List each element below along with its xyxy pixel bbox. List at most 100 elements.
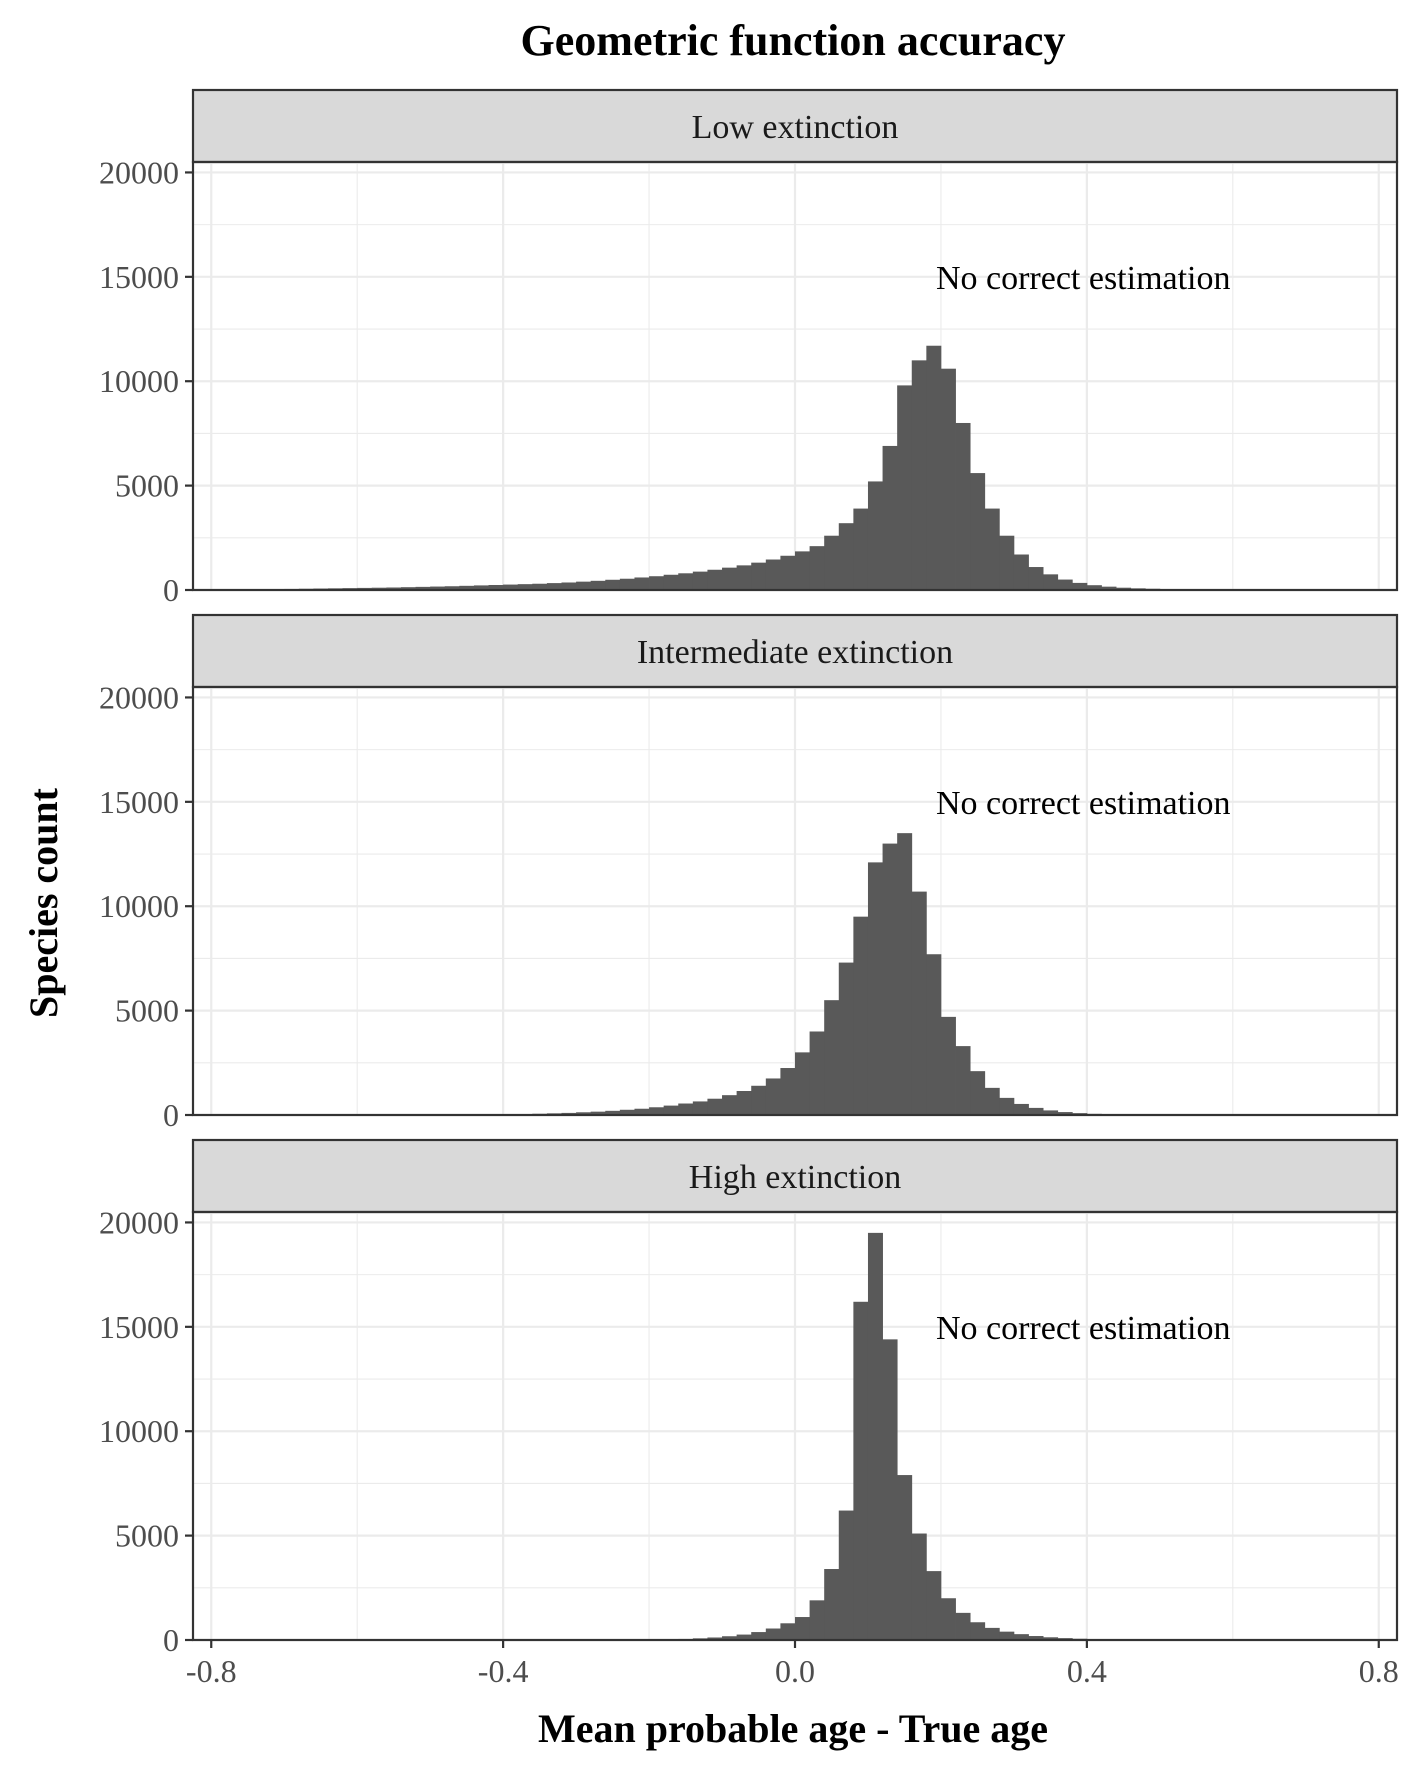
histogram-bar [984, 1087, 1000, 1115]
facet-strip-label: Low extinction [692, 109, 899, 146]
y-tick-label: 20000 [99, 1204, 179, 1240]
histogram-bar [999, 1097, 1015, 1115]
y-tick-label: 15000 [99, 784, 179, 820]
facet-panel: Low extinction No correct estimation 0 5000… [99, 88, 1399, 608]
y-tick-label: 10000 [99, 363, 179, 399]
histogram-bar [619, 578, 635, 590]
histogram-bar [649, 576, 665, 590]
histogram-bar [780, 1623, 796, 1640]
histogram-bar [984, 508, 1000, 590]
histogram-bar [970, 1622, 986, 1640]
histogram-bar [576, 1112, 592, 1115]
histogram-bar [970, 473, 986, 590]
histogram-bar [824, 1000, 840, 1115]
histogram-bar [576, 581, 592, 590]
histogram-bar [853, 508, 869, 590]
histogram-bar [444, 586, 460, 590]
histogram-bar [546, 583, 562, 590]
histogram-bar [619, 1109, 635, 1115]
histogram-bar [853, 916, 869, 1115]
histogram-bar [517, 584, 533, 590]
histogram-bar [590, 580, 606, 590]
histogram-bar [926, 954, 942, 1115]
histogram-bar [663, 1105, 679, 1115]
histogram-bar [1101, 586, 1117, 590]
histogram-bar [722, 1636, 738, 1640]
histogram-bar [765, 559, 781, 590]
histogram-bar [882, 1339, 898, 1640]
histogram-bar [780, 1068, 796, 1115]
histogram-bar [1028, 567, 1044, 590]
histogram-bar [897, 385, 913, 590]
x-tick-label: 0.0 [775, 1653, 815, 1689]
histogram-bar [1028, 1636, 1044, 1640]
histogram-bar [736, 1090, 752, 1115]
histogram-bar [503, 584, 519, 590]
histogram-bar [722, 1095, 738, 1115]
histogram-bar [1086, 585, 1102, 590]
histogram-bar [1043, 574, 1059, 590]
histogram-bar [415, 586, 431, 590]
histogram-bar [940, 368, 956, 590]
histogram-bar [561, 582, 577, 590]
histogram-bar [1072, 582, 1088, 590]
histogram-bar [970, 1071, 986, 1115]
histogram-bar [882, 445, 898, 590]
histogram-bar [400, 587, 416, 590]
histogram-bar [430, 586, 446, 590]
histogram-bar [838, 1510, 854, 1640]
y-tick-label: 0 [163, 572, 179, 608]
y-tick-label: 0 [163, 1622, 179, 1658]
histogram-bar [678, 573, 694, 590]
histogram-bar [1028, 1107, 1044, 1115]
histogram-bar [736, 565, 752, 590]
histogram-bar [1057, 579, 1073, 590]
x-tick-label: 0.4 [1067, 1653, 1107, 1689]
histogram-bar [634, 577, 650, 590]
histogram-bar [911, 891, 927, 1115]
panel-border [191, 160, 1399, 592]
y-tick-label: 15000 [99, 1309, 179, 1345]
x-tick-label: -0.4 [478, 1653, 529, 1689]
histogram-bar [999, 1631, 1015, 1640]
histogram-bar [882, 843, 898, 1115]
facet-panel: High extinction No correct estimation 0 500… [99, 1138, 1399, 1689]
facet-strip [191, 88, 1399, 164]
histogram-bar [1013, 1103, 1029, 1115]
facet-panels: Low extinction No correct estimation 0 5000… [99, 88, 1399, 1689]
histogram-bar [940, 1598, 956, 1640]
histogram-bar [809, 1031, 825, 1115]
panel-annotation: No correct estimation [936, 785, 1231, 822]
histogram-bar [751, 562, 767, 590]
histogram-bar [707, 569, 723, 590]
y-tick-label: 10000 [99, 888, 179, 924]
histogram-bar [897, 1475, 913, 1640]
histogram-bar [911, 360, 927, 590]
histogram-bar [1116, 587, 1132, 590]
histogram-bar [926, 1571, 942, 1640]
histogram-bar [911, 1533, 927, 1640]
histogram-bar [692, 1101, 708, 1115]
panel-border [191, 685, 1399, 1117]
x-tick-label: 0.8 [1359, 1653, 1399, 1689]
histogram-bar [926, 345, 942, 590]
histogram-bar [940, 1016, 956, 1115]
histogram-bar [1043, 1637, 1059, 1640]
y-tick-label: 20000 [99, 679, 179, 715]
histogram-bar [473, 585, 489, 590]
histogram-bar [765, 1628, 781, 1640]
facet-strip-label: High extinction [689, 1159, 901, 1196]
panel-annotation: No correct estimation [936, 260, 1231, 297]
histogram-bar [751, 1085, 767, 1115]
histogram-bar [707, 1637, 723, 1640]
histogram-bar [692, 571, 708, 590]
y-tick-label: 10000 [99, 1413, 179, 1449]
histogram-bar [736, 1634, 752, 1640]
histogram-bar [809, 546, 825, 590]
histogram-bar [795, 1052, 810, 1115]
histogram-bar [984, 1627, 1000, 1640]
histogram-bar [751, 1632, 767, 1640]
x-tick-label: -0.8 [186, 1653, 237, 1689]
histogram-bar [824, 535, 840, 590]
